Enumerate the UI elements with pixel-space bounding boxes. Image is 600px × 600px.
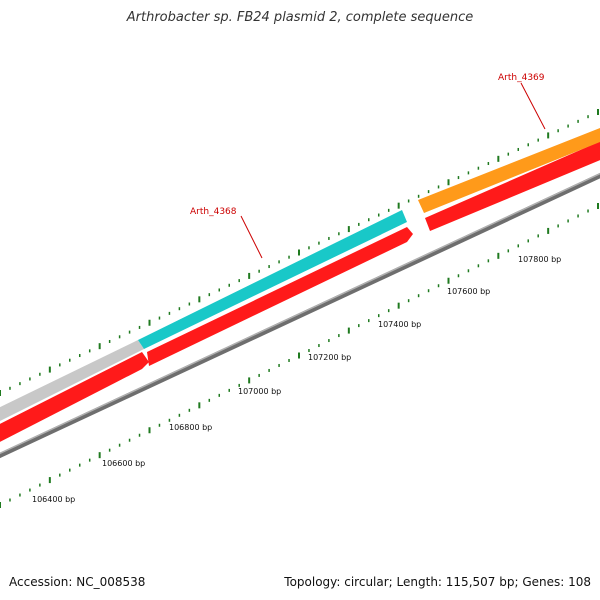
bp-label: 106600 bp (102, 459, 145, 468)
bp-label: 107800 bp (518, 255, 561, 264)
bp-label: 107400 bp (378, 320, 421, 329)
bp-label: 107600 bp (447, 287, 490, 296)
gene-label-arth-4368: Arth_4368 (190, 207, 237, 217)
backbone-line-highlight (0, 172, 600, 455)
bp-label: 106800 bp (169, 423, 212, 432)
gene-red-left[interactable] (0, 352, 149, 447)
gene-label-leader-arth-4368 (240, 215, 263, 259)
bp-label: 107200 bp (308, 353, 351, 362)
backbone-line (0, 172, 600, 459)
sequence-summary: Topology: circular; Length: 115,507 bp; … (284, 575, 591, 589)
gene-red-middle[interactable] (147, 227, 413, 366)
accession-text: Accession: NC_008538 (9, 575, 146, 589)
outer-tick-marks (0, 109, 599, 396)
bp-label: 107000 bp (238, 387, 281, 396)
bp-ruler-labels: 106400 bp 106600 bp 106800 bp 107000 bp 1072… (32, 255, 561, 504)
bp-label: 106400 bp (32, 495, 75, 504)
gene-red-right[interactable] (425, 137, 600, 231)
gene-cyan[interactable] (138, 210, 407, 349)
gene-label-arth-4369: Arth_4369 (498, 73, 545, 83)
gene-label-leader-arth-4369 (520, 82, 546, 130)
map-title: Arthrobacter sp. FB24 plasmid 2, complet… (126, 10, 474, 25)
inner-tick-marks (0, 203, 599, 508)
gene-orange[interactable] (418, 124, 600, 213)
gene-gray[interactable] (0, 340, 144, 426)
